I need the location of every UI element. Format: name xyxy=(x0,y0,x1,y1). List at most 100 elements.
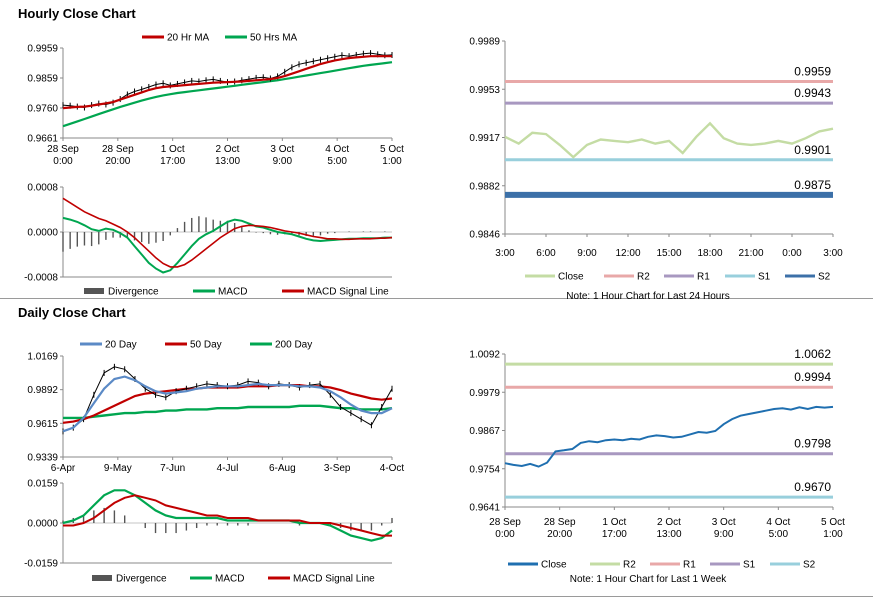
daily-levels-x-tick-label: 28 Sep xyxy=(489,517,521,528)
hourly-levels-x-tick-label: 9:00 xyxy=(577,248,597,259)
legend-daily-r2-label: R2 xyxy=(623,560,636,571)
hourly-levels-x-tick-label: 18:00 xyxy=(697,248,722,259)
legend-50day-label: 50 Day xyxy=(190,340,222,351)
legend-daily-divergence-swatch xyxy=(92,575,112,581)
hourly-levels-note: Note: 1 Hour Chart for Last 24 Hours xyxy=(566,291,729,302)
hourly-levels-x-tick-label: 15:00 xyxy=(656,248,681,259)
daily-levels-x-tick-label: 9:00 xyxy=(714,529,734,540)
legend-daily-r1-label: R1 xyxy=(683,560,696,571)
hourly-macd-y-tick-label: 0.0008 xyxy=(27,183,58,194)
daily-levels-y-tick-label: 1.0092 xyxy=(469,350,500,361)
hourly-levels-x-tick-label: 6:00 xyxy=(536,248,556,259)
daily-levels-x-tick-label: 3 Oct xyxy=(712,517,736,528)
hourly-levels-x-tick-label: 21:00 xyxy=(738,248,763,259)
daily-section-title: Daily Close Chart xyxy=(18,305,126,320)
hourly-price-y-tick-label: 0.9959 xyxy=(27,44,58,55)
daily-levels-x-tick-label: 0:00 xyxy=(495,529,515,540)
hourly-levels-y-tick-label: 0.9846 xyxy=(469,230,500,241)
daily-macd-line xyxy=(62,489,393,542)
daily-levels-x-tick-label: 1:00 xyxy=(823,529,843,540)
daily-levels-note: Note: 1 Hour Chart for Last 1 Week xyxy=(570,574,728,585)
daily-price-x-tick-label: 9-May xyxy=(104,463,132,474)
daily-levels-y-tick-label: 0.9754 xyxy=(469,464,500,475)
hourly-price-y-tick-label: 0.9661 xyxy=(27,134,58,145)
hourly-level-s2-label: 0.9875 xyxy=(794,178,831,192)
legend-daily-close-label: Close xyxy=(541,560,567,571)
daily-levels-x-tick-label: 13:00 xyxy=(656,529,681,540)
hourly-price-x-tick-label: 9:00 xyxy=(273,156,293,167)
daily-levels-x-tick-label: 20:00 xyxy=(547,529,572,540)
daily-price-y-tick-label: 0.9339 xyxy=(27,453,58,464)
hourly-level-r2-label: 0.9959 xyxy=(794,64,831,78)
hourly-macd-signal-line xyxy=(62,197,393,268)
daily-levels-x-tick-label: 4 Oct xyxy=(766,517,790,528)
daily-price-y-tick-label: 0.9892 xyxy=(27,385,58,396)
hourly-price-x-tick-label: 13:00 xyxy=(215,156,240,167)
daily-macd-y-tick-label: -0.0159 xyxy=(24,559,58,570)
legend-daily-s2-label: S2 xyxy=(803,560,816,571)
legend-hourly-macd-label: MACD xyxy=(218,287,247,298)
hourly-price-x-tick-label: 3 Oct xyxy=(270,144,294,155)
daily-price-x-tick-label: 3-Sep xyxy=(324,463,351,474)
daily-20day-line xyxy=(62,375,393,433)
hourly-20hr-ma-line xyxy=(62,55,392,110)
legend-50hrs-ma-label: 50 Hrs MA xyxy=(250,33,298,44)
daily-level-s1-label: 0.9798 xyxy=(794,437,831,451)
hourly-levels-x-tick-label: 12:00 xyxy=(615,248,640,259)
daily-price-x-tick-label: 4-Jul xyxy=(217,463,239,474)
daily-level-r2-label: 1.0062 xyxy=(794,347,831,361)
daily-level-s2-label: 0.9670 xyxy=(794,480,831,494)
legend-hourly-divergence-label: Divergence xyxy=(108,287,159,298)
legend-hourly-r2-label: R2 xyxy=(637,272,650,283)
legend-hourly-r1-label: R1 xyxy=(697,272,710,283)
daily-macd-y-tick-label: 0.0000 xyxy=(27,519,58,530)
hourly-price-x-tick-label: 1:00 xyxy=(382,156,402,167)
daily-levels-y-tick-label: 0.9641 xyxy=(469,503,500,514)
daily-levels-x-tick-label: 17:00 xyxy=(602,529,627,540)
hourly-price-x-tick-label: 28 Sep xyxy=(47,144,79,155)
daily-levels-x-tick-label: 28 Sep xyxy=(544,517,576,528)
daily-close-line xyxy=(504,405,834,468)
legend-20day-label: 20 Day xyxy=(105,340,137,351)
hourly-levels-y-tick-label: 0.9882 xyxy=(469,181,500,192)
hourly-level-r1-label: 0.9943 xyxy=(794,86,831,100)
hourly-close-line xyxy=(504,121,834,159)
daily-levels-y-tick-label: 0.9979 xyxy=(469,388,500,399)
daily-levels-x-tick-label: 5 Oct xyxy=(821,517,845,528)
daily-macd-signal-line xyxy=(63,494,392,537)
daily-levels-y-tick-label: 0.9867 xyxy=(469,426,500,437)
bottom-divider xyxy=(0,596,873,597)
legend-20hr-ma-label: 20 Hr MA xyxy=(167,33,210,44)
legend-200day-label: 200 Day xyxy=(275,340,312,351)
hourly-macd-y-tick-label: -0.0008 xyxy=(24,273,58,284)
legend-hourly-s2-label: S2 xyxy=(818,272,831,283)
daily-macd-y-tick-label: 0.0159 xyxy=(27,479,58,490)
daily-price-x-tick-label: 6-Apr xyxy=(51,463,76,474)
hourly-price-x-tick-label: 5:00 xyxy=(327,156,347,167)
hourly-level-s1-label: 0.9901 xyxy=(794,143,831,157)
hourly-price-x-tick-label: 5 Oct xyxy=(380,144,404,155)
daily-price-y-tick-label: 1.0169 xyxy=(27,352,58,363)
daily-levels-x-tick-label: 2 Oct xyxy=(657,517,681,528)
hourly-macd-y-tick-label: 0.0000 xyxy=(27,228,58,239)
hourly-50hr-ma-line xyxy=(62,61,393,128)
hourly-price-x-tick-label: 0:00 xyxy=(53,156,73,167)
daily-50day-line xyxy=(62,384,393,424)
hourly-price-x-tick-label: 20:00 xyxy=(105,156,130,167)
legend-daily-macd-label: MACD xyxy=(215,574,244,585)
legend-hourly-close-label: Close xyxy=(558,272,584,283)
hourly-levels-y-tick-label: 0.9989 xyxy=(469,37,500,48)
hourly-price-x-tick-label: 28 Sep xyxy=(102,144,134,155)
hourly-price-x-tick-label: 17:00 xyxy=(160,156,185,167)
legend-hourly-s1-label: S1 xyxy=(758,272,771,283)
hourly-price-x-tick-label: 4 Oct xyxy=(325,144,349,155)
daily-price-x-tick-label: 6-Aug xyxy=(269,463,296,474)
hourly-levels-x-tick-label: 3:00 xyxy=(823,248,843,259)
hourly-section-title: Hourly Close Chart xyxy=(18,6,136,21)
legend-daily-signal-label: MACD Signal Line xyxy=(293,574,375,585)
hourly-levels-y-tick-label: 0.9953 xyxy=(469,85,500,96)
daily-price-x-tick-label: 7-Jun xyxy=(160,463,185,474)
legend-hourly-signal-label: MACD Signal Line xyxy=(307,287,389,298)
hourly-levels-x-tick-label: 3:00 xyxy=(495,248,515,259)
hourly-levels-x-tick-label: 0:00 xyxy=(782,248,802,259)
